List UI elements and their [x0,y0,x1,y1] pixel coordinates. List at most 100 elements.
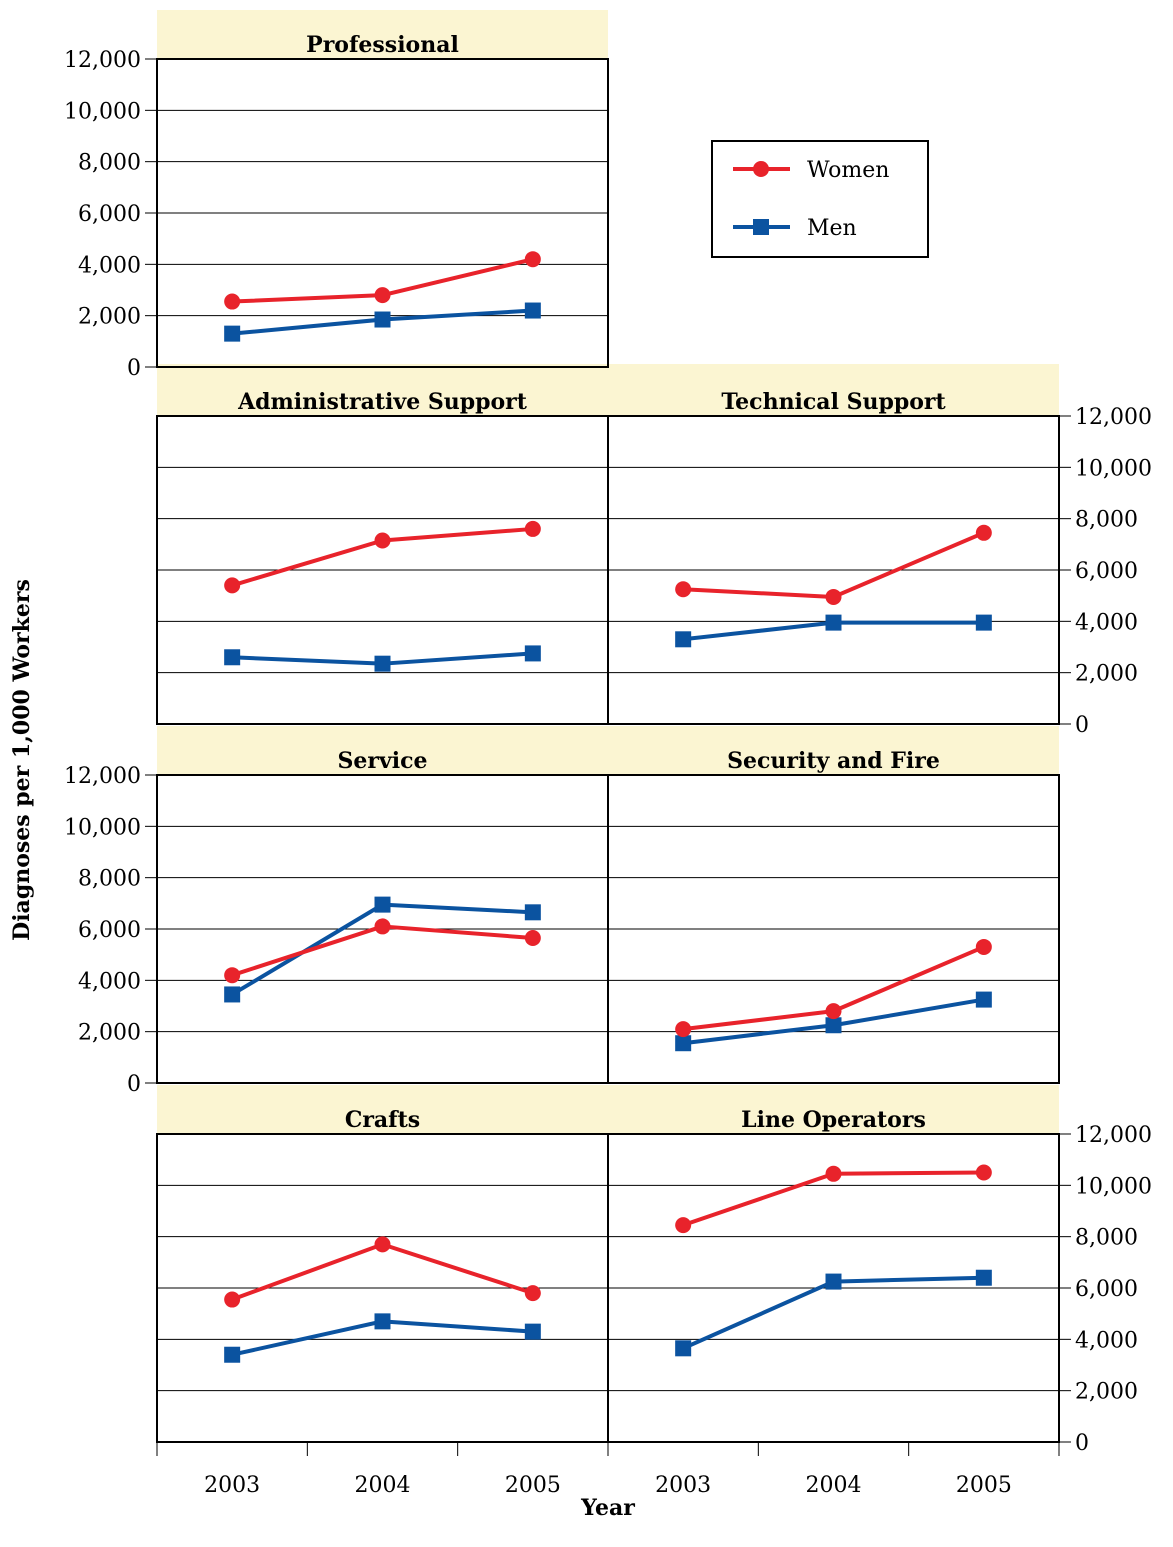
y-tick-label: 0 [1075,1431,1089,1456]
point-men [675,631,692,648]
legend-men-marker [753,219,769,235]
y-tick-label: 10,000 [64,99,141,124]
y-tick-label: 12,000 [64,764,141,789]
point-women [374,918,391,935]
y-tick-label: 0 [127,1072,141,1097]
panel-band [157,726,1059,775]
point-men [825,1273,842,1290]
legend-women-marker [753,161,769,177]
y-tick-label: 12,000 [1075,405,1152,430]
series-men-line [231,902,533,997]
point-men [675,1340,692,1357]
point-men [825,614,842,631]
panel-band [157,10,608,59]
point-women [374,532,391,549]
panel-administrative-support: Administrative Support [156,389,609,725]
panel-title: Line Operators [741,1107,926,1133]
x-axis-title: Year [580,1495,635,1521]
y-tick-label: 4,000 [78,969,141,994]
y-tick-label: 8,000 [78,867,141,892]
x-tick-label: 2004 [355,1473,411,1498]
point-men [975,614,992,631]
y-tick-label: 2,000 [78,1021,141,1046]
y-tick-label: 6,000 [1075,559,1138,584]
point-men [224,325,241,342]
x-tick-label: 2005 [956,1473,1012,1498]
panel-title: Crafts [345,1107,420,1133]
point-women [825,1003,842,1020]
panel-professional: Professional 0 2,000 4,000 6,000 8,000 10,000 1… [64,32,609,381]
y-tick-label: 2,000 [1075,662,1138,687]
legend-women-label: Women [807,158,889,183]
panel-frame [607,774,1060,1084]
y-tick-label: 6,000 [1075,1277,1138,1302]
panel-title: Professional [306,32,459,58]
y-tick-label: 10,000 [64,815,141,840]
point-men [224,986,241,1003]
series-women-line [683,530,985,599]
point-women [825,588,842,605]
point-women [675,581,692,598]
point-women [224,577,241,594]
point-men [224,649,241,666]
point-women [975,938,992,955]
point-women [224,967,241,984]
panel-title: Service [337,748,427,774]
panel-security-and-fire: Security and Fire [607,748,1060,1084]
point-women [524,929,541,946]
y-tick-label: 10,000 [1075,1174,1152,1199]
y-tick-label: 2,000 [1075,1380,1138,1405]
y-tick-label: 8,000 [1075,508,1138,533]
point-women [675,1217,692,1234]
y-tick-label: 4,000 [1075,1328,1138,1353]
y-tick-label: 8,000 [78,151,141,176]
point-women [825,1165,842,1182]
point-men [524,904,541,921]
y-tick-label: 0 [127,356,141,381]
point-men [224,1346,241,1363]
panel-title: Technical Support [721,389,946,415]
x-tick-label: 2003 [204,1473,260,1498]
point-women [524,520,541,537]
panels-layer: Professional 0 2,000 4,000 6,000 8,000 10,000 1… [64,10,1152,1498]
panel-crafts: Crafts 2003 2004 2005 [156,1107,609,1498]
legend-box [711,140,929,258]
panel-service: Service 0 2,000 4,000 6,000 8,000 10,000 12,000 [64,748,609,1097]
point-women [675,1021,692,1038]
y-tick-label: 8,000 [1075,1226,1138,1251]
y-tick-label: 4,000 [1075,610,1138,635]
point-women [975,1164,992,1181]
point-women [374,1236,391,1253]
point-women [224,1291,241,1308]
point-men [825,1017,842,1034]
point-men [675,1035,692,1052]
x-tick-label: 2004 [806,1473,862,1498]
point-men [975,991,992,1008]
point-men [374,1313,391,1330]
point-men [374,311,391,328]
y-tick-label: 10,000 [1075,456,1152,481]
panel-title: Administrative Support [237,389,528,415]
y-tick-label: 4,000 [78,253,141,278]
point-women [524,251,541,268]
panel-title: Security and Fire [727,748,940,774]
point-men [524,645,541,662]
y-tick-label: 6,000 [78,202,141,227]
point-men [975,1269,992,1286]
series-women-line [231,1242,534,1302]
x-tick-label: 2005 [505,1473,561,1498]
point-men [524,302,541,319]
y-axis-title: Diagnoses per 1,000 Workers [9,579,35,941]
y-tick-label: 6,000 [78,918,141,943]
legend-men-label: Men [807,216,857,241]
panel-band [157,1085,1059,1134]
point-women [524,1285,541,1302]
point-men [374,896,391,913]
point-women [374,287,391,304]
y-tick-label: 0 [1075,713,1089,738]
panel-band [157,364,1059,416]
y-tick-label: 2,000 [78,305,141,330]
panel-technical-support: Technical Support 0 2,000 4,000 6,000 8,000 10… [607,389,1152,738]
point-men [524,1323,541,1340]
y-tick-label: 12,000 [64,48,141,73]
